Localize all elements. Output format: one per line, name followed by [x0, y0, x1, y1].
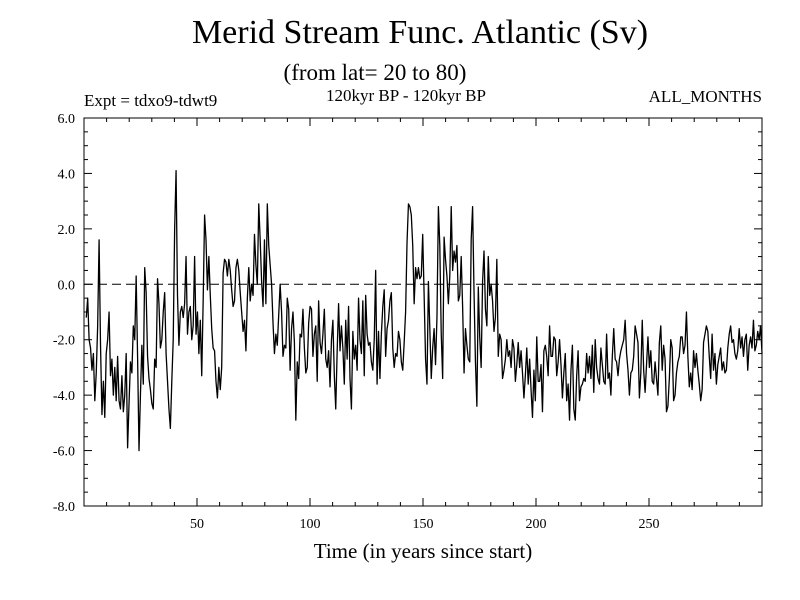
- months-label: ALL_MONTHS: [648, 87, 762, 106]
- chart-title: Merid Stream Func. Atlantic (Sv): [191, 14, 649, 51]
- x-axis-title: Time (in years since start): [313, 539, 533, 563]
- y-tick-label: -8.0: [53, 500, 75, 515]
- period-label: 120kyr BP - 120kyr BP: [326, 86, 486, 105]
- y-tick-label: 6.0: [58, 112, 76, 127]
- x-tick-label: 100: [300, 517, 321, 532]
- y-tick-label: -4.0: [53, 389, 75, 404]
- experiment-label: Expt = tdxo9-tdwt9: [84, 91, 218, 110]
- plot-frame: [83, 117, 763, 507]
- y-tick-label: -6.0: [53, 445, 75, 460]
- y-tick-label: 4.0: [58, 167, 76, 182]
- x-tick-label: 50: [190, 517, 204, 532]
- y-tick-label: -2.0: [53, 334, 75, 349]
- chart-subtitle: (from lat= 20 to 80): [283, 60, 467, 85]
- axes-layer: -8.0 -6.0 -4.0 -2.0 0.0 2.0 4.0 6.0 50 100 150 200 2…: [53, 112, 762, 532]
- x-tick-label: 200: [526, 517, 547, 532]
- series-line: [85, 170, 763, 452]
- series-layer: [85, 170, 763, 452]
- y-tick-label: 0.0: [58, 278, 76, 293]
- x-tick-label: 250: [639, 517, 660, 532]
- y-tick-label: 2.0: [58, 223, 76, 238]
- x-tick-label: 150: [413, 517, 434, 532]
